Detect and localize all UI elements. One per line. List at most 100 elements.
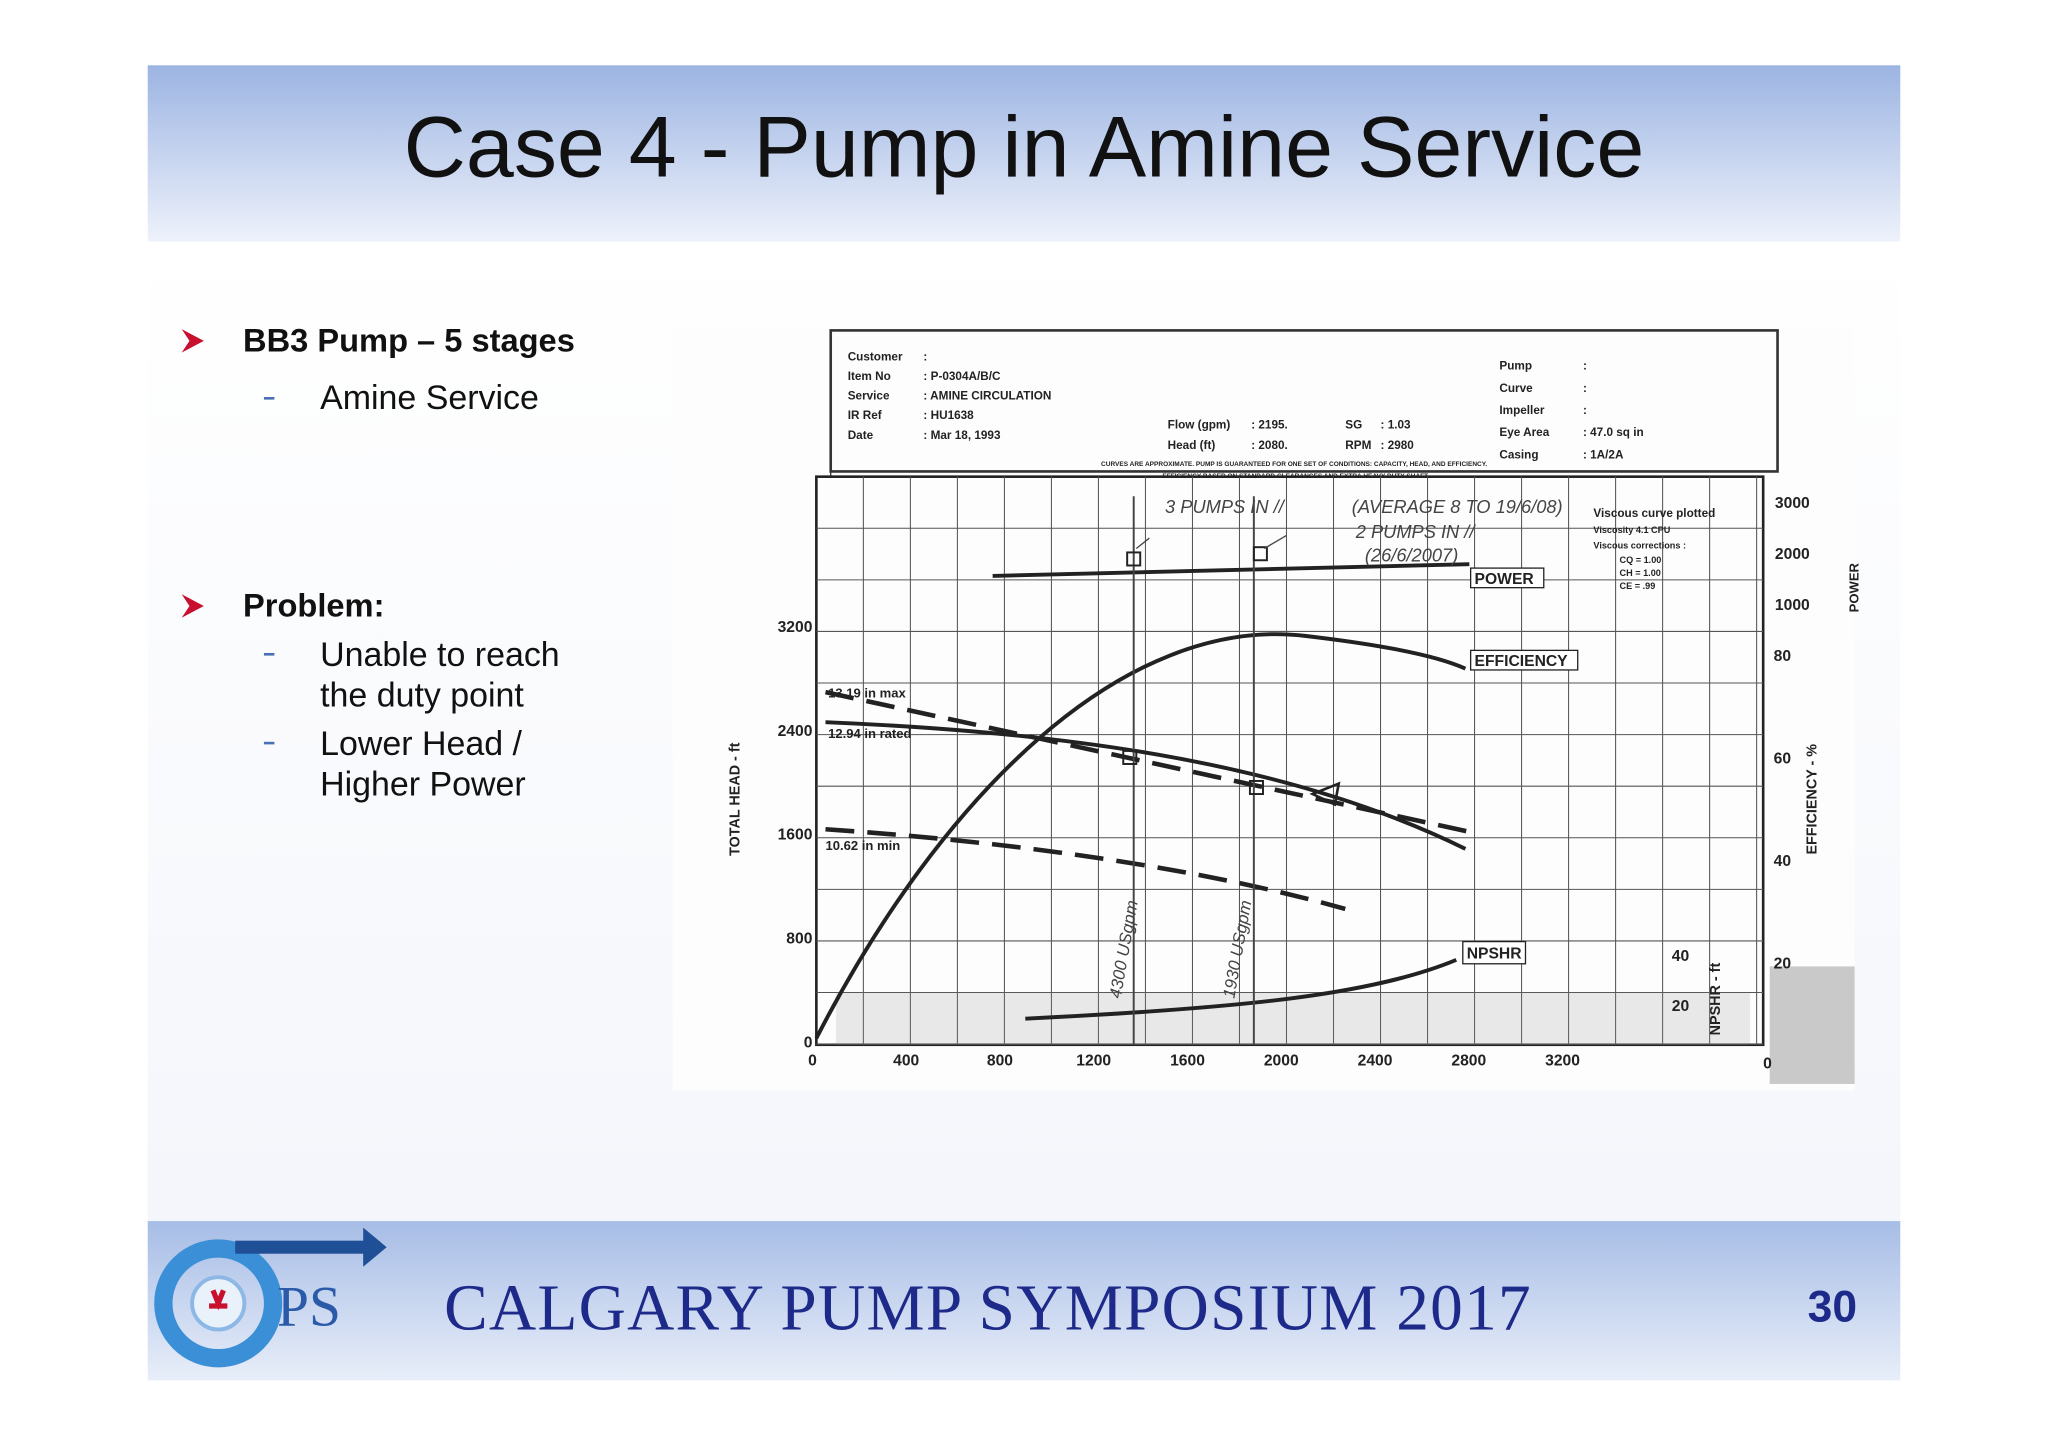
curve-label: POWER [1475, 571, 1534, 588]
info-label: Casing [1499, 448, 1538, 461]
power-curve [992, 562, 1470, 578]
operating-point [1248, 779, 1264, 796]
bullet-text: BB3 Pump – 5 stages [243, 321, 575, 358]
logo-text: PS [277, 1276, 341, 1339]
sub-bullet-text: Unable to reach [320, 636, 560, 674]
info-value: : [1583, 382, 1587, 395]
logo-arrow [235, 1240, 366, 1254]
efficiency-tick-label: 40 [1774, 853, 1792, 870]
operating-point [1122, 749, 1138, 765]
info-value: : 1A/2A [1583, 448, 1624, 461]
footer-title: CALGARY PUMP SYMPOSIUM 2017 [444, 1272, 1532, 1344]
info-value: : HU1638 [923, 409, 974, 422]
npsh-tick-label: 40 [1672, 948, 1690, 965]
bullet-arrow [181, 594, 204, 618]
axis-tick-label: 0 [1763, 1055, 1772, 1072]
info-label: Flow (gpm) [1168, 418, 1231, 431]
footer-band [147, 1221, 1901, 1381]
slide-title: Case 4 - Pump in Amine Service [404, 99, 1645, 195]
info-value: : [923, 350, 927, 363]
viscous-note: Viscous curve plotted [1593, 507, 1715, 520]
handwritten-note: 2 PUMPS IN // [1355, 521, 1477, 542]
info-label: Curve [1499, 382, 1533, 395]
label-box [1462, 940, 1527, 965]
bullet-text: Problem: [243, 586, 384, 623]
x-tick-label: 400 [893, 1053, 919, 1070]
logo-ring [154, 1239, 283, 1368]
operating-point [1252, 546, 1268, 562]
handwritten-note: (AVERAGE 8 TO 19/6/08) [1352, 496, 1563, 517]
tick-labels: 0 400 800 1200 1600 2000 2400 2800 3200080016002… [778, 495, 1810, 1070]
x-tick-label: 0 [808, 1053, 817, 1070]
npsh-curve [1025, 958, 1458, 1021]
figure-note: EFFICIENCY BASED ON STANDARD CLEARANCES … [1162, 473, 1429, 480]
info-value: : Mar 18, 1993 [923, 429, 1001, 442]
axis-title: POWER [1847, 562, 1862, 612]
info-block: Customer: Item No: P-0304A/B/C Service: AM… [848, 350, 1644, 461]
info-value: : 1.03 [1381, 418, 1412, 431]
head-tick-label: 800 [786, 931, 812, 948]
info-value: : [1583, 360, 1587, 373]
axis-title: NPSHR - ft [1708, 963, 1724, 1036]
head-tick-label: 2400 [778, 723, 813, 740]
figure-note: CURVES ARE APPROXIMATE. PUMP IS GUARANTE… [1101, 461, 1487, 468]
logo: PS [154, 1227, 387, 1368]
bullet-arrow [181, 329, 204, 353]
head-tick-label: 0 [804, 1034, 813, 1051]
info-label: RPM [1345, 439, 1371, 452]
handwritten-note: (26/6/2007) [1365, 545, 1458, 566]
x-tick-label: 1600 [1170, 1053, 1205, 1070]
info-label: Eye Area [1499, 426, 1549, 439]
info-label: Customer [848, 350, 903, 363]
header-box [829, 329, 1779, 473]
power-tick-label: 2000 [1775, 546, 1810, 563]
power-tick-label: 1000 [1775, 597, 1810, 614]
info-value: : [1583, 404, 1587, 417]
x-tick-label: 2000 [1264, 1053, 1299, 1070]
scan-noise [835, 992, 1751, 1045]
handwritten-note: 3 PUMPS IN // [1165, 496, 1286, 517]
efficiency-tick-label: 20 [1774, 955, 1792, 972]
logo-arrow-head [363, 1227, 387, 1267]
viscous-note: CQ = 1.00 [1620, 555, 1662, 565]
efficiency-tick-label: 80 [1774, 648, 1792, 665]
impeller-label: 10.62 in min [825, 838, 900, 853]
efficiency-curve [814, 632, 1467, 1040]
curve-label: EFFICIENCY [1475, 653, 1569, 670]
duty-point [1309, 781, 1341, 807]
head-curve-rated [825, 720, 1467, 851]
viscous-note: CH = 1.00 [1620, 568, 1661, 578]
power-tick-label: 3000 [1775, 495, 1810, 512]
sub-bullet-text: the duty point [320, 677, 524, 715]
x-tick-label: 3200 [1545, 1053, 1580, 1070]
viscous-note: CE = .99 [1620, 581, 1656, 591]
operating-point [1126, 551, 1142, 567]
head-curve-min [825, 827, 1346, 912]
info-value: : AMINE CIRCULATION [923, 390, 1051, 403]
figure-background [672, 326, 1855, 1091]
sub-bullet-text: Higher Power [320, 765, 526, 803]
sub-bullet-text: Amine Service [320, 379, 539, 417]
annotation-arrow [1135, 537, 1150, 550]
info-label: Date [848, 429, 874, 442]
scan-noise [1769, 966, 1855, 1084]
x-tick-label: 1200 [1076, 1053, 1111, 1070]
axis-title: EFFICIENCY - % [1805, 744, 1821, 855]
info-value: : 2195. [1251, 418, 1288, 431]
head-tick-label: 1600 [778, 827, 813, 844]
npsh-tick-label: 20 [1672, 998, 1690, 1015]
header-band [147, 65, 1901, 242]
info-value: : 2980 [1381, 439, 1415, 452]
x-tick-label: 2400 [1358, 1053, 1393, 1070]
info-label: Service [848, 390, 890, 403]
label-box [1469, 567, 1545, 589]
impeller-label: 12.94 in rated [828, 726, 911, 741]
plot-frame [815, 475, 1765, 1047]
info-label: Impeller [1499, 404, 1544, 417]
info-label: Item No [848, 370, 891, 383]
page-number: 30 [1808, 1283, 1857, 1332]
axis-title: TOTAL HEAD - ft [727, 742, 743, 855]
pump-curve-figure: POWER EFFICIENCY NPSHR 13.19 in max 12.9… [672, 326, 1862, 1091]
